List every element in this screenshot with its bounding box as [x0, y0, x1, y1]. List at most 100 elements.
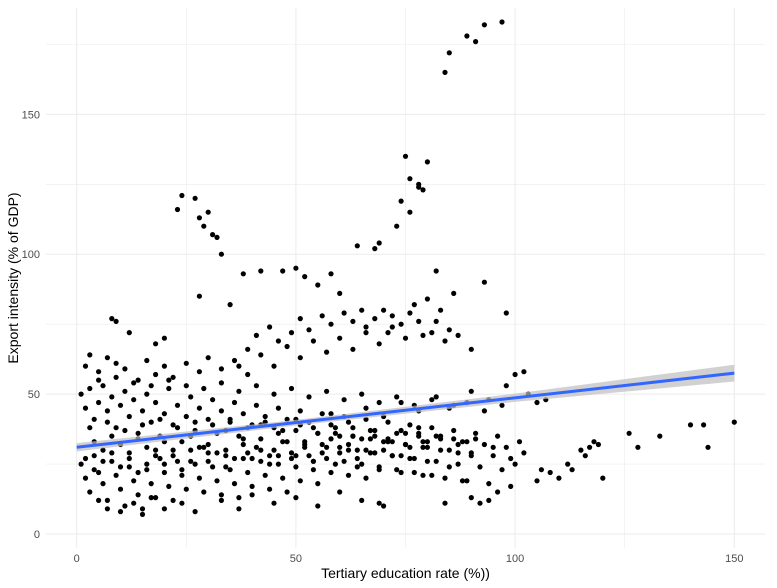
data-point: [442, 338, 448, 344]
data-point: [210, 397, 216, 403]
data-point: [87, 352, 93, 358]
data-point: [381, 439, 387, 445]
data-point: [218, 366, 224, 372]
data-point: [538, 467, 545, 473]
data-point: [481, 441, 487, 448]
data-point: [148, 419, 154, 425]
data-point: [345, 472, 352, 478]
data-point: [293, 427, 299, 434]
data-point: [280, 475, 286, 481]
data-point: [341, 458, 347, 464]
data-point: [192, 195, 198, 201]
data-point: [481, 408, 487, 414]
data-point: [481, 22, 487, 28]
data-point: [161, 461, 167, 467]
data-point: [258, 268, 264, 274]
data-point: [96, 497, 102, 503]
data-point: [205, 355, 211, 361]
data-point: [139, 422, 146, 428]
data-point: [166, 385, 172, 392]
data-point: [556, 475, 562, 481]
data-point: [512, 371, 518, 378]
data-point: [144, 444, 150, 450]
data-point: [337, 450, 343, 456]
data-point: [153, 399, 159, 406]
data-point: [503, 383, 509, 389]
data-point: [122, 388, 128, 394]
data-point: [310, 425, 316, 431]
data-point: [657, 433, 663, 439]
data-point: [161, 469, 167, 476]
data-point: [337, 290, 343, 296]
data-point: [455, 441, 461, 448]
data-point: [481, 279, 487, 285]
data-point: [249, 455, 255, 462]
data-point: [438, 433, 444, 439]
data-point: [420, 472, 426, 478]
data-point: [284, 343, 290, 350]
data-point: [381, 447, 387, 453]
data-point: [302, 274, 308, 280]
data-point: [179, 439, 185, 445]
data-point: [117, 402, 124, 408]
data-point: [170, 374, 176, 380]
data-point: [249, 492, 255, 498]
data-point: [231, 399, 238, 406]
data-point: [183, 486, 189, 492]
data-point: [280, 439, 286, 445]
data-point: [582, 453, 588, 459]
data-point: [87, 489, 93, 495]
data-point: [100, 458, 106, 464]
data-point: [324, 388, 330, 394]
data-point: [446, 327, 452, 333]
data-point: [350, 346, 356, 352]
data-point: [402, 153, 409, 159]
data-point: [240, 436, 246, 442]
data-point: [113, 374, 119, 380]
data-point: [271, 500, 277, 506]
data-point: [433, 433, 439, 439]
data-point: [354, 455, 360, 462]
data-point: [416, 318, 422, 324]
data-point: [245, 469, 251, 476]
data-point: [424, 458, 430, 464]
data-point: [236, 506, 242, 512]
data-point: [508, 455, 514, 462]
data-point: [438, 447, 444, 453]
data-point: [372, 246, 378, 252]
data-point: [139, 506, 146, 512]
data-point: [227, 467, 233, 473]
data-point: [104, 408, 110, 414]
data-point: [477, 464, 483, 470]
data-point: [245, 371, 251, 378]
data-point: [464, 33, 470, 39]
data-point: [275, 453, 281, 459]
data-point: [350, 318, 356, 324]
data-point: [131, 478, 137, 484]
data-point: [508, 483, 514, 489]
data-point: [587, 444, 593, 450]
data-point: [179, 472, 185, 478]
data-point: [196, 293, 202, 299]
data-point: [429, 472, 435, 478]
data-point: [337, 444, 343, 450]
data-point: [258, 436, 264, 442]
data-point: [157, 455, 163, 462]
data-point: [253, 402, 259, 408]
data-point: [337, 489, 343, 495]
data-point: [345, 447, 352, 453]
data-point: [534, 399, 540, 406]
data-point: [367, 450, 373, 456]
y-tick-label: 150: [22, 109, 40, 121]
data-point: [267, 324, 273, 330]
data-point: [170, 422, 176, 428]
data-point: [218, 380, 224, 386]
data-point: [126, 450, 132, 456]
data-point: [87, 425, 93, 431]
trend-line-group: [76, 364, 735, 452]
data-point: [376, 240, 382, 246]
data-point: [420, 187, 426, 193]
data-point: [328, 469, 334, 476]
data-point: [459, 439, 466, 445]
data-point: [96, 369, 102, 375]
